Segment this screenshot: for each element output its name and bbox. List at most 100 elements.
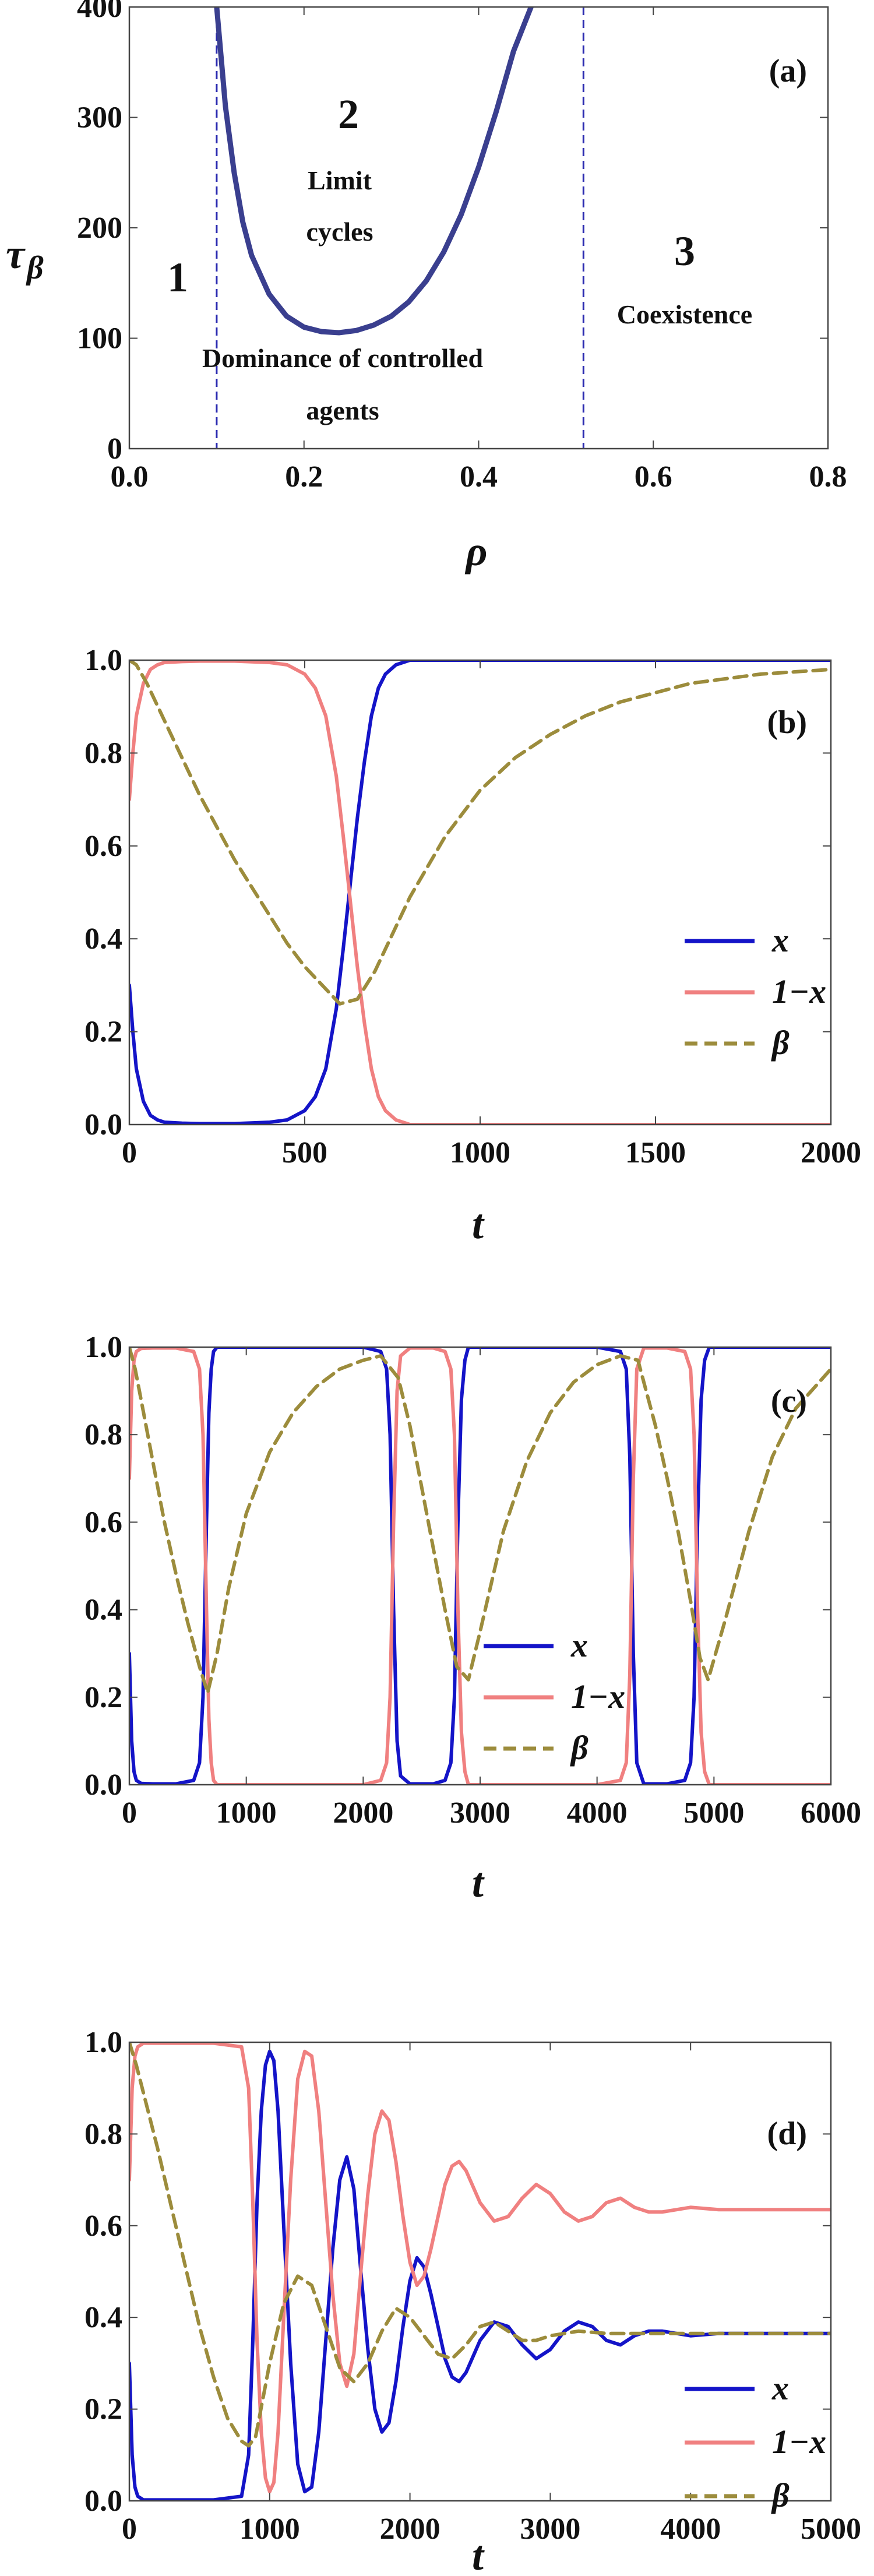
panel-label: (c) — [771, 1383, 807, 1419]
legend: x 1−x β — [685, 921, 826, 1062]
plot-frame — [128, 2041, 832, 2502]
y-tick-label: 0.4 — [84, 1594, 122, 1627]
y-tick-label: 1.0 — [84, 1331, 122, 1364]
x-tick-labels: 0.0 0.2 0.4 0.6 0.8 — [111, 460, 847, 494]
region-2-line-1: Limit — [308, 165, 372, 195]
legend-label: x — [771, 2369, 789, 2407]
x-tick-label: 3000 — [520, 2512, 580, 2546]
y-tick-label: 200 — [77, 212, 122, 245]
y-tick-label: 0.4 — [84, 2301, 122, 2334]
y-tick-label: 1.0 — [84, 2026, 122, 2059]
x-tick-label: 0 — [122, 1796, 137, 1830]
plot-area — [129, 2042, 831, 2501]
y-tick-label: 0.2 — [84, 2393, 122, 2426]
x-axis-label: t — [472, 2532, 485, 2576]
y-tick-label: 100 — [77, 322, 122, 355]
y-tick-labels: 0.0 0.2 0.4 0.6 0.8 1.0 — [84, 644, 122, 1141]
x-tick-labels: 0 500 1000 1500 2000 — [122, 1136, 861, 1169]
x-tick-label: 0.2 — [285, 460, 323, 494]
x-tick-label: 500 — [282, 1136, 327, 1169]
x-tick-label: 4000 — [567, 1796, 628, 1830]
legend-label: 1−x — [772, 2423, 826, 2461]
plot-area — [129, 1347, 831, 1785]
x-tick-label: 0.6 — [635, 460, 672, 494]
legend-label: 1−x — [571, 1678, 625, 1715]
x-tick-label: 5000 — [801, 2512, 861, 2546]
y-tick-label: 0.0 — [84, 2485, 122, 2518]
y-tick-label: 300 — [77, 101, 122, 135]
y-tick-label: 0.8 — [84, 1418, 122, 1451]
panel-label: (a) — [769, 53, 807, 89]
series-x-line — [129, 2049, 831, 2501]
series-beta-line — [129, 2042, 831, 2448]
plot-area — [129, 6, 829, 449]
x-tick-label: 0 — [122, 1136, 137, 1169]
y-tick-label: 0.8 — [84, 736, 122, 770]
y-tick-label: 0.6 — [84, 1506, 122, 1539]
region-2-line-2: cycles — [306, 217, 373, 246]
series-x-line — [129, 1347, 831, 1785]
x-tick-label: 4000 — [660, 2512, 721, 2546]
region-1-line-2: agents — [306, 396, 379, 425]
series-boundary-line — [214, 7, 534, 336]
plot-frame — [128, 1346, 832, 1786]
y-tick-label: 0.0 — [84, 1768, 122, 1802]
x-axis-label: t — [472, 1859, 485, 1906]
region-1-line-1: Dominance of controlled — [202, 343, 484, 373]
panel-d: 0 1000 2000 3000 4000 5000 0.0 0.2 0.4 0.6 0.8 1.0… — [84, 2026, 861, 2576]
y-tick-labels: 0 100 200 300 400 — [77, 0, 122, 466]
x-tick-label: 0.4 — [460, 460, 498, 494]
legend-label: 1−x — [772, 972, 826, 1010]
y-tick-label: 400 — [77, 0, 122, 24]
y-axis-label-sub: β — [26, 250, 44, 286]
legend-label: β — [771, 1024, 790, 1062]
x-tick-label: 6000 — [801, 1796, 861, 1830]
x-tick-label: 0 — [122, 2512, 137, 2546]
x-tick-label: 1000 — [239, 2512, 300, 2546]
y-tick-label: 0.2 — [84, 1681, 122, 1714]
x-tick-labels: 0 1000 2000 3000 4000 5000 6000 — [122, 1796, 861, 1830]
region-3-number: 3 — [674, 228, 695, 274]
y-tick-label: 0.4 — [84, 922, 122, 956]
y-tick-label: 0.6 — [84, 2209, 122, 2243]
legend: x 1−x β — [484, 1626, 625, 1767]
legend-label: β — [570, 1729, 588, 1767]
y-axis-label: τβ — [6, 231, 44, 286]
y-tick-label: 0.6 — [84, 830, 122, 863]
x-tick-label: 1500 — [625, 1136, 686, 1169]
y-tick-labels: 0.0 0.2 0.4 0.6 0.8 1.0 — [84, 1331, 122, 1802]
panel-b: 0 500 1000 1500 2000 0.0 0.2 0.4 0.6 0.8 1.0 t (b… — [84, 644, 861, 1248]
x-tick-label: 2000 — [380, 2512, 440, 2546]
panel-a: 0.0 0.2 0.4 0.6 0.8 0 100 200 300 400 ρ τβ (a) 1… — [6, 0, 847, 575]
x-tick-label: 5000 — [683, 1796, 744, 1830]
legend-label: β — [771, 2476, 790, 2514]
x-tick-label: 2000 — [801, 1136, 861, 1169]
y-axis-label-main: τ — [6, 231, 26, 277]
x-tick-label: 1000 — [450, 1136, 510, 1169]
panel-label: (d) — [767, 2116, 807, 2152]
legend-label: x — [771, 921, 789, 959]
panel-c: 0 1000 2000 3000 4000 5000 6000 0.00.20.40.60.… — [84, 1331, 861, 1906]
x-tick-label: 1000 — [216, 1796, 277, 1830]
x-axis-label: ρ — [464, 528, 487, 575]
x-tick-label: 0.8 — [809, 460, 847, 494]
series-one-minus-x-line — [129, 2042, 831, 2494]
y-tick-label: 0 — [107, 432, 122, 466]
region-1-number: 1 — [167, 254, 188, 301]
series-beta-line — [129, 660, 831, 1006]
plot-frame — [128, 6, 829, 450]
series-one-minus-x-line — [129, 1347, 831, 1785]
y-tick-label: 0.0 — [84, 1108, 122, 1141]
x-axis-label: t — [472, 1201, 485, 1248]
x-tick-label: 3000 — [450, 1796, 510, 1830]
y-tick-label: 0.2 — [84, 1016, 122, 1049]
x-tick-label: 2000 — [333, 1796, 393, 1830]
y-tick-labels: 0.0 0.2 0.4 0.6 0.8 1.0 — [84, 2026, 122, 2518]
legend: x 1−x β — [685, 2369, 826, 2514]
region-2-number: 2 — [338, 91, 359, 138]
plot-frame — [128, 659, 832, 1126]
x-tick-labels: 0 1000 2000 3000 4000 5000 — [122, 2512, 861, 2546]
tick-marks — [129, 660, 831, 1125]
region-3-line-1: Coexistence — [617, 299, 752, 329]
